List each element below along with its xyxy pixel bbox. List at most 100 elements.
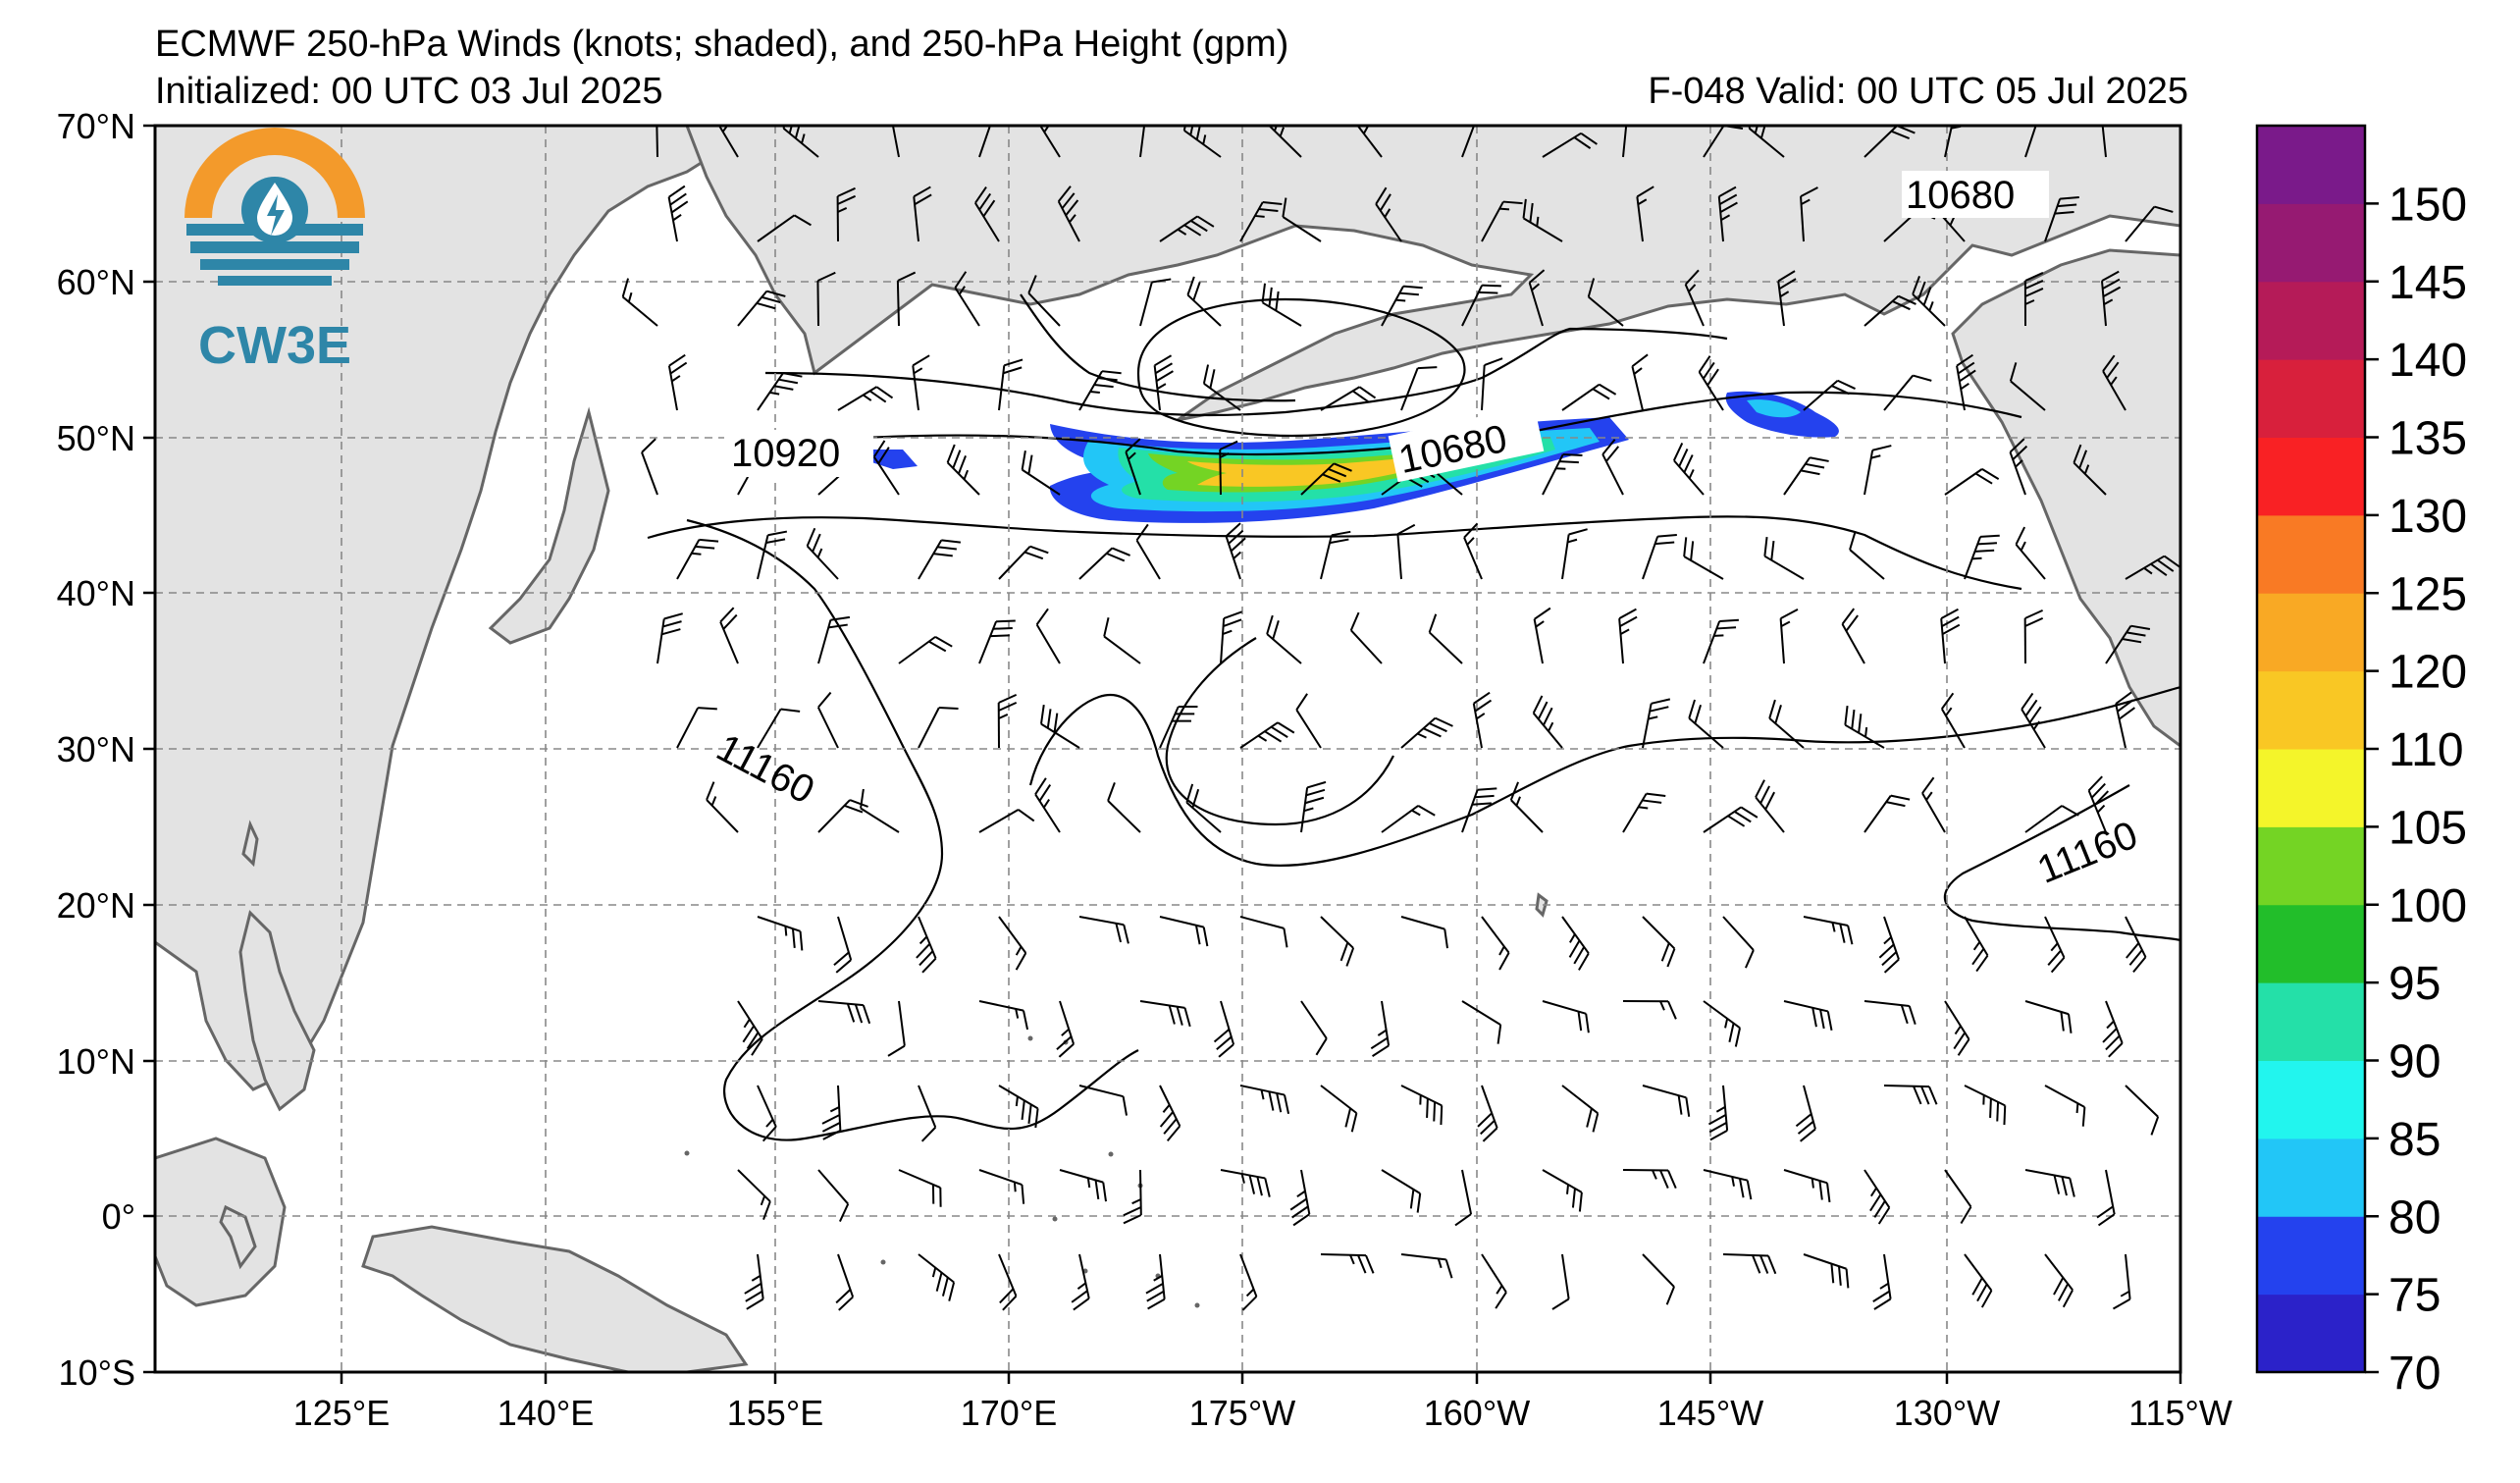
barb-feather — [916, 943, 931, 959]
barb-feather — [1971, 948, 1985, 966]
wind-barb — [978, 126, 995, 158]
barb-feather — [1478, 291, 1498, 294]
barb-feather — [2115, 691, 2132, 705]
barb-feather — [791, 928, 796, 948]
barb-feather — [1928, 1086, 1938, 1105]
wind-barb — [1944, 1000, 1970, 1056]
barb-feather — [1996, 1101, 2000, 1122]
barb-feather — [746, 1298, 764, 1310]
barb-feather — [1058, 1043, 1075, 1058]
barb-feather — [931, 1184, 935, 1204]
barb-half-feather — [710, 796, 717, 807]
philippines-land — [238, 910, 316, 1112]
barb-feather — [2047, 949, 2062, 966]
barb-feather — [751, 1038, 763, 1056]
lon-labels: 125°E 140°E 155°E 170°E 175°W 160°W 145°… — [293, 1393, 2232, 1433]
wind-barb — [2112, 1253, 2131, 1310]
wind-barb — [1078, 916, 1129, 944]
barb-feather — [1038, 784, 1052, 802]
barb-half-feather — [1279, 127, 1285, 137]
barb-feather — [2130, 624, 2151, 630]
barb-feather — [2093, 790, 2109, 806]
barb-feather — [1115, 923, 1123, 943]
barb-feather — [1112, 547, 1130, 556]
barb-half-feather — [1498, 945, 1505, 956]
wind-barb — [1481, 916, 1510, 971]
barb-half-feather — [760, 1195, 766, 1206]
barb-feather — [1135, 523, 1149, 542]
jet-band-110 — [1187, 456, 1433, 487]
barb-feather — [1426, 1098, 1429, 1119]
wind-barb — [872, 440, 900, 496]
barb-feather — [2164, 555, 2180, 568]
barb-feather — [998, 701, 1018, 712]
wind-barb — [1268, 126, 1302, 158]
wind-barb — [1220, 610, 1242, 664]
barb-feather — [821, 1114, 840, 1125]
barb-half-feather — [1883, 936, 1892, 945]
barb-half-feather — [1013, 1182, 1017, 1192]
barb-feather — [1685, 1097, 1691, 1117]
wind-barb — [2096, 1169, 2116, 1227]
taiwan-land — [241, 820, 259, 868]
barb-feather — [1770, 541, 1775, 560]
barb-feather — [1032, 103, 1052, 119]
barb-feather — [1357, 1254, 1367, 1274]
barb-feather — [1845, 614, 1859, 632]
barb-feather — [1759, 785, 1770, 804]
barb-feather — [1029, 545, 1049, 555]
barb-feather — [1261, 283, 1266, 303]
barb-feather — [1665, 1286, 1675, 1305]
wind-barb — [1783, 1000, 1833, 1031]
barb-staff — [1461, 126, 1480, 158]
colorbar-label: 120 — [2389, 647, 2467, 699]
barb-half-feather — [765, 1119, 774, 1128]
wind-barb — [913, 185, 932, 242]
lat-label: 40°N — [57, 573, 135, 613]
wind-barb — [656, 612, 683, 664]
wind-barb — [737, 1000, 763, 1056]
barb-half-feather — [1395, 298, 1406, 302]
barb-half-feather — [2075, 1103, 2079, 1114]
wind-barb — [1964, 1085, 2007, 1126]
barb-feather — [1578, 1192, 1583, 1212]
wind-barb — [1622, 1169, 1677, 1190]
wind-barb — [1027, 275, 1061, 327]
barb-staff — [918, 1085, 937, 1128]
barb-feather — [1433, 1101, 1437, 1122]
wind-barb — [1219, 440, 1238, 496]
axis-ticks — [143, 124, 2182, 1384]
barb-half-feather — [743, 1018, 751, 1029]
barb-feather — [2062, 1289, 2074, 1308]
barb-staff — [1944, 126, 1956, 158]
wind-barb — [1463, 522, 1483, 580]
barb-feather — [1034, 1108, 1039, 1129]
wind-barb — [1078, 1085, 1129, 1116]
barb-feather — [2102, 278, 2121, 291]
barb-half-feather — [998, 714, 1009, 719]
lightning-icon — [267, 194, 285, 236]
barb-feather — [2090, 782, 2106, 799]
barb-feather — [1601, 439, 1616, 455]
wind-barb — [1481, 1253, 1507, 1309]
barb-feather — [1223, 610, 1242, 620]
barb-half-feather — [1260, 1089, 1265, 1100]
barb-feather — [1264, 730, 1283, 743]
wind-barb — [1542, 132, 1598, 158]
barb-half-feather — [1960, 383, 1969, 391]
wind-barb — [1622, 1000, 1677, 1020]
barb-feather — [1841, 608, 1856, 625]
barb-feather — [854, 1004, 864, 1024]
barb-feather — [1768, 699, 1776, 719]
wind-barb — [2073, 444, 2107, 496]
barb-feather — [1264, 1178, 1271, 1197]
wind-barb — [1428, 613, 1463, 664]
barb-feather — [1417, 805, 1436, 817]
wind-barb — [2044, 916, 2066, 974]
colorbar-segment — [2257, 126, 2365, 204]
island — [1108, 1151, 1114, 1157]
barb-staff — [1396, 534, 1402, 580]
wind-barb — [1400, 366, 1438, 411]
wind-barb — [1533, 607, 1551, 664]
barb-feather — [1738, 1178, 1745, 1198]
